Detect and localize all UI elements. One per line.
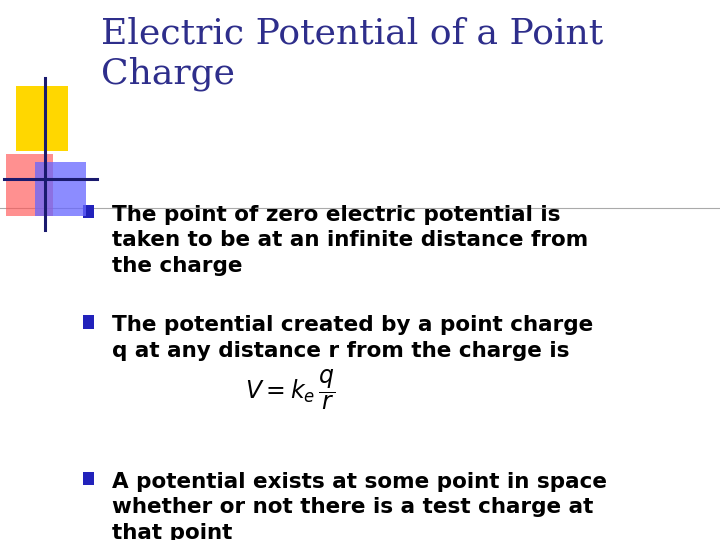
Bar — [16, 86, 68, 151]
Text: The point of zero electric potential is
taken to be at an infinite distance from: The point of zero electric potential is … — [112, 205, 588, 276]
Text: $V = k_e\,\dfrac{q}{r}$: $V = k_e\,\dfrac{q}{r}$ — [245, 367, 336, 411]
Bar — [83, 472, 94, 485]
Bar — [6, 154, 53, 216]
Bar — [83, 315, 94, 329]
Bar — [35, 162, 86, 216]
Text: The potential created by a point charge
q at any distance r from the charge is: The potential created by a point charge … — [112, 315, 593, 361]
Text: Electric Potential of a Point
Charge: Electric Potential of a Point Charge — [101, 16, 603, 91]
Bar — [83, 205, 94, 218]
Text: A potential exists at some point in space
whether or not there is a test charge : A potential exists at some point in spac… — [112, 472, 606, 540]
